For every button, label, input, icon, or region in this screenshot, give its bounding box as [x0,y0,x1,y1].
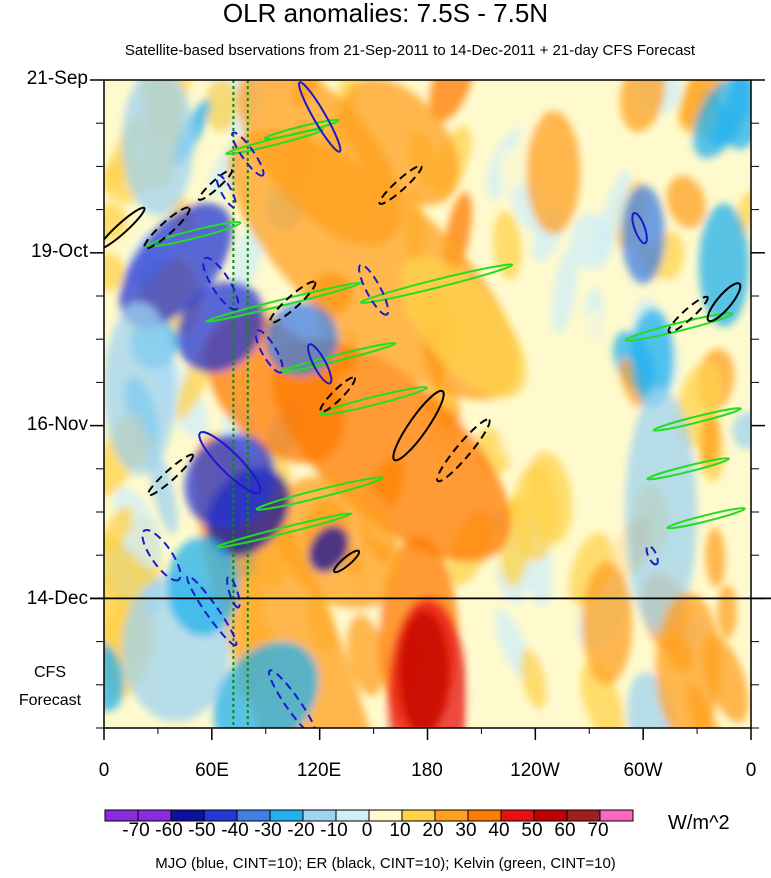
chart-subtitle: Satellite-based bservations from 21-Sep-… [124,42,696,59]
colorbar [104,809,634,822]
er-contour [378,164,423,206]
er-contour [319,376,356,414]
kelvin-contour [263,118,340,141]
colorbar-units: W/m^2 [668,812,730,834]
mjo-contour [202,256,240,311]
colorbar-label: -20 [287,820,315,841]
colorbar-label: -30 [254,820,282,841]
er-contour [143,206,191,250]
colorbar-box [599,809,634,822]
kelvin-contour [205,281,363,323]
x-tick-label: 60W [623,760,663,781]
wave-contours [104,81,746,728]
kelvin-contour [624,312,734,342]
er-contour [436,418,491,483]
kelvin-contour [214,512,353,549]
mjo-contour [645,544,659,566]
chart-title: OLR anomalies: 7.5S - 7.5N [222,0,549,28]
forecast-label: CFS [34,664,66,681]
colorbar-label: 10 [389,820,411,841]
x-tick-label: 0 [745,760,757,781]
er-contour [146,453,195,497]
colorbar-label: -50 [188,820,216,841]
colorbar-label: 60 [554,820,576,841]
anomaly-shading [104,80,751,728]
x-tick-label: 0 [98,760,110,781]
forecast-label: Forecast [18,692,82,709]
mjo-contour [307,343,333,385]
y-tick-label: 21-Sep [26,68,88,89]
colorbar-label: 30 [455,820,477,841]
er-contour [667,295,709,334]
y-tick-label: 19-Oct [30,241,88,262]
mjo-contour [141,528,182,582]
mjo-contour [186,575,238,647]
mjo-contour [298,81,342,153]
axis-ticks [90,79,765,740]
kelvin-contour [319,386,428,416]
mjo-contour [198,431,262,495]
er-contour [333,549,361,574]
colorbar-label: -60 [155,820,183,841]
mjo-contour [226,575,241,609]
er-contour [706,282,742,323]
er-contour [104,206,146,250]
y-tick-label: 16-Nov [26,414,88,435]
colorbar-label: 50 [521,820,543,841]
colorbar-label: -40 [221,820,249,841]
kelvin-contour [359,263,514,304]
kelvin-contour [652,407,742,432]
colorbar-label: 70 [587,820,609,841]
colorbar-label: 40 [488,820,510,841]
x-tick-label: 120W [510,760,560,781]
er-contour [392,389,445,462]
mjo-contour [231,131,265,177]
olr-anomaly-field [104,80,751,728]
mjo-contour [268,669,318,728]
colorbar-label: -70 [122,820,150,841]
mjo-contour [254,329,284,374]
x-tick-label: 180 [411,760,443,781]
kelvin-contour [646,457,730,481]
kelvin-contour [255,476,384,511]
x-tick-label: 60E [195,760,229,781]
kelvin-contour [146,221,242,248]
colorbar-label: 20 [422,820,444,841]
colorbar-label: 0 [361,820,373,841]
x-tick-label: 120E [296,760,342,781]
dotted-meridians [232,80,249,728]
kelvin-contour [666,507,746,530]
mjo-contour [215,174,237,209]
mjo-contour [358,263,390,316]
er-contour [197,168,233,201]
y-tick-label: 14-Dec [26,588,88,609]
mjo-contour [631,211,648,245]
contour-legend-note: MJO (blue, CINT=10); ER (black, CINT=10)… [155,855,616,872]
er-contour [269,280,317,324]
colorbar-label: -10 [320,820,348,841]
